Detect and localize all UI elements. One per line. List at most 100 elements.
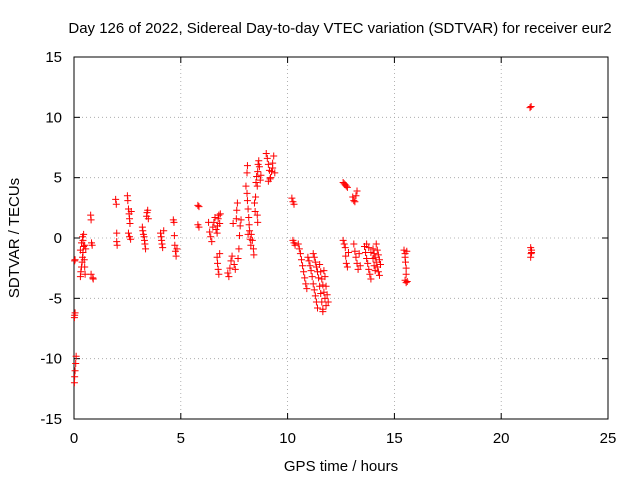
- data-point: [288, 194, 296, 202]
- data-point: [243, 162, 251, 170]
- data-point: [314, 304, 322, 312]
- data-point: [402, 264, 410, 272]
- data-point: [262, 150, 270, 158]
- data-point: [322, 302, 330, 310]
- data-point: [173, 245, 181, 253]
- data-point: [225, 273, 233, 281]
- data-point: [243, 197, 251, 205]
- data-point: [321, 294, 329, 302]
- data-point: [271, 169, 279, 177]
- y-tick-label: 5: [54, 170, 62, 187]
- x-tick-label: 25: [600, 430, 617, 447]
- data-point: [170, 218, 178, 226]
- data-point: [215, 270, 223, 278]
- data-point: [303, 285, 311, 293]
- data-point: [264, 160, 272, 168]
- data-point: [247, 230, 255, 238]
- data-point: [195, 203, 203, 211]
- data-point: [87, 216, 95, 224]
- data-point: [300, 268, 308, 276]
- data-point: [72, 359, 80, 367]
- data-point: [339, 236, 347, 244]
- data-point: [269, 164, 277, 172]
- data-point: [126, 220, 134, 228]
- data-point: [316, 261, 324, 269]
- data-point: [304, 253, 312, 261]
- data-point: [403, 247, 411, 255]
- data-point: [299, 262, 307, 270]
- data-point: [77, 268, 85, 276]
- data-point: [526, 104, 534, 112]
- data-point: [319, 308, 327, 316]
- data-point: [227, 257, 235, 265]
- data-point: [255, 157, 263, 165]
- data-point: [71, 309, 79, 317]
- data-point: [353, 187, 361, 195]
- data-point: [306, 262, 314, 270]
- data-point: [206, 228, 214, 236]
- data-point: [290, 200, 298, 208]
- data-point: [319, 281, 327, 289]
- data-point: [310, 286, 318, 294]
- data-point: [527, 253, 535, 261]
- data-point: [340, 240, 348, 248]
- data-point: [170, 232, 178, 240]
- data-point: [124, 229, 132, 237]
- data-point: [70, 379, 78, 387]
- data-point: [249, 245, 257, 253]
- x-axis-label: GPS time / hours: [284, 458, 398, 475]
- data-point: [310, 253, 318, 261]
- y-tick-label: -15: [40, 411, 62, 428]
- data-point: [402, 279, 410, 287]
- data-point: [250, 251, 258, 259]
- data-point: [224, 269, 232, 277]
- data-point: [309, 280, 317, 288]
- data-point: [229, 220, 237, 228]
- data-point: [366, 270, 374, 278]
- data-point: [81, 241, 89, 249]
- data-point: [194, 201, 202, 209]
- data-point: [248, 236, 256, 244]
- data-points: [70, 102, 536, 387]
- data-point: [354, 265, 362, 273]
- x-tick-label: 10: [279, 430, 296, 447]
- data-point: [363, 255, 371, 263]
- data-point: [369, 245, 377, 253]
- data-point: [80, 230, 88, 238]
- data-point: [214, 259, 222, 267]
- data-point: [342, 252, 350, 260]
- data-point: [210, 218, 218, 226]
- data-point: [324, 298, 332, 306]
- data-point: [296, 250, 304, 258]
- x-tick-label: 0: [70, 430, 78, 447]
- chart-title: Day 126 of 2022, Sidereal Day-to-day VTE…: [68, 20, 611, 37]
- x-tick-label: 5: [177, 430, 185, 447]
- data-point: [211, 213, 219, 221]
- data-point: [228, 252, 236, 260]
- data-point: [236, 222, 244, 230]
- y-tick-label: -10: [40, 351, 62, 368]
- data-point: [351, 247, 359, 255]
- data-point: [263, 154, 271, 162]
- data-point: [112, 200, 120, 208]
- data-point: [266, 175, 274, 183]
- data-point: [212, 226, 220, 234]
- y-tick-label: 10: [45, 109, 62, 126]
- data-point: [350, 197, 358, 205]
- data-point: [322, 282, 330, 290]
- data-point: [234, 255, 242, 263]
- data-point: [317, 268, 325, 276]
- data-point: [80, 256, 88, 264]
- data-point: [233, 199, 241, 207]
- data-point: [527, 102, 535, 110]
- data-point: [141, 240, 149, 248]
- data-point: [255, 163, 263, 171]
- x-tick-label: 15: [386, 430, 403, 447]
- tick-layer: 0 5 10 15 20 25 -15 -10 -5 0 5 10 15: [40, 49, 616, 447]
- data-point: [344, 248, 352, 256]
- data-point: [367, 275, 375, 283]
- data-point: [343, 263, 351, 271]
- y-tick-label: 15: [45, 49, 62, 66]
- data-point: [253, 172, 261, 180]
- data-point: [350, 240, 358, 248]
